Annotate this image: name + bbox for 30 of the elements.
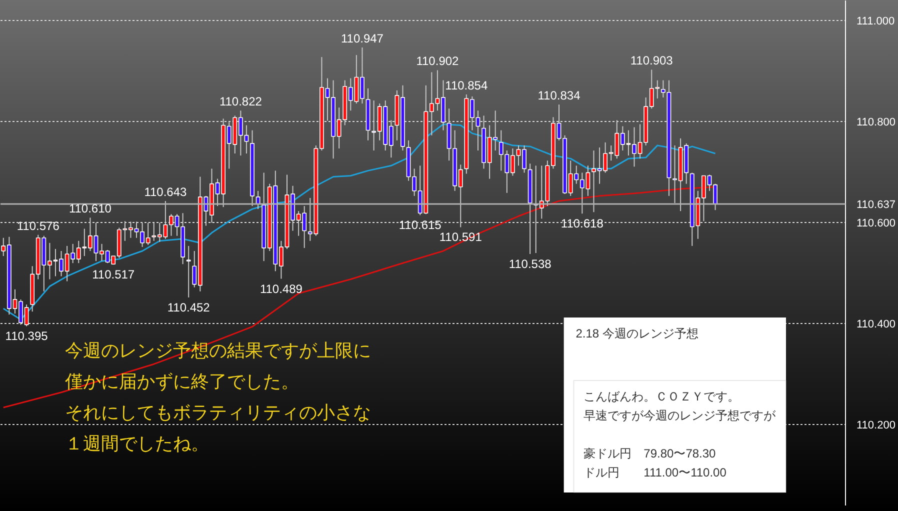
annotation: 110.902	[416, 54, 460, 68]
annotation: こんばんわ。ＣＯＺＹです。	[584, 390, 740, 404]
y-tick-label: 110.800	[856, 116, 896, 129]
annotation: 110.947	[340, 31, 384, 46]
annotation: 110.822	[219, 94, 262, 109]
annotation: １週間でしたね。	[64, 434, 209, 454]
annotation: 110.615	[398, 218, 442, 232]
annotation: 110.517	[92, 268, 135, 282]
y-tick-label: 110.600	[856, 218, 896, 230]
y-tick-label: 111.000	[856, 16, 895, 28]
annotation: 110.618	[560, 216, 604, 231]
annotation: 110.854	[445, 78, 488, 92]
y-tick-label: 110.200	[856, 420, 896, 432]
annotation: 2.18 今週のレンジ予想	[576, 326, 698, 340]
annotation: 110.395	[5, 329, 48, 344]
annotation: 110.643	[144, 184, 188, 199]
annotation: 豪ドル円 79.80〜78.30	[584, 446, 716, 460]
annotation: 110.576	[16, 218, 60, 233]
annotation: それにしてもボラティリティの小さな	[64, 402, 371, 422]
ref-line-label: 110.637	[856, 199, 896, 212]
annotation: 早速ですが今週のレンジ予想ですが	[584, 408, 777, 422]
annotation: 110.452	[167, 300, 210, 314]
annotation: 110.538	[508, 257, 552, 272]
annotation: ドル円 111.00〜110.00	[584, 466, 727, 480]
annotation: 110.610	[68, 202, 112, 216]
y-tick-label: 110.400	[856, 318, 896, 331]
annotation: 110.903	[630, 54, 674, 68]
annotation: 110.489	[260, 282, 303, 296]
candlestick	[186, 245, 191, 298]
annotation: 110.834	[538, 88, 581, 103]
